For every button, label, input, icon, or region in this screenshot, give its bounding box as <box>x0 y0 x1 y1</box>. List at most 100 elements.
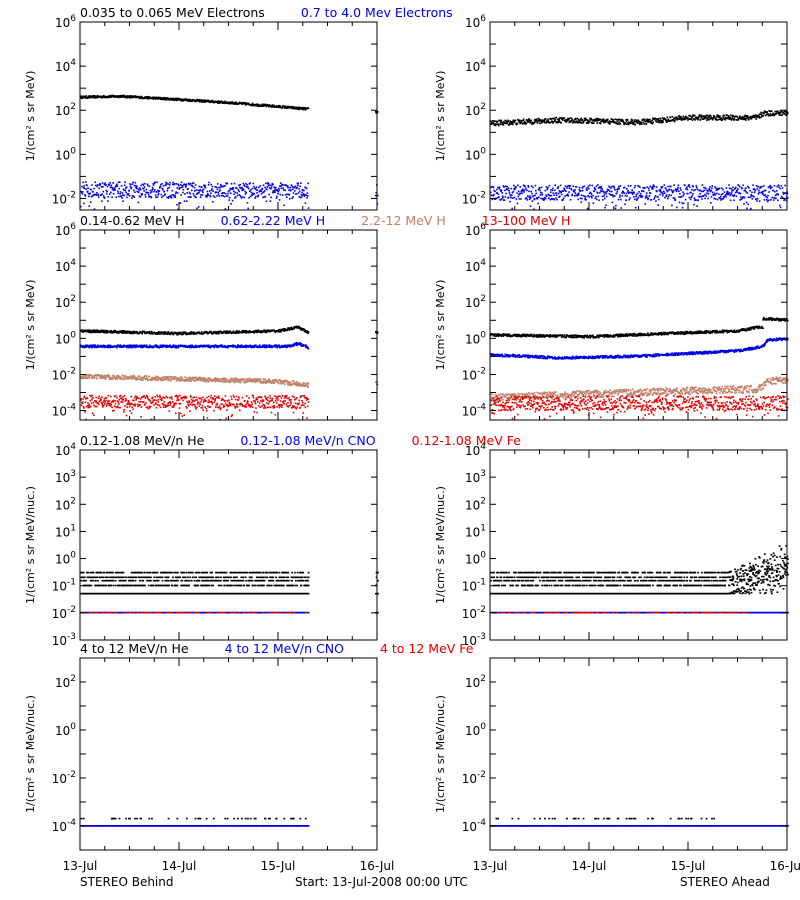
data-point <box>146 406 148 409</box>
data-point <box>183 396 186 399</box>
data-point <box>128 95 130 98</box>
data-point <box>214 377 216 379</box>
data-point <box>258 186 260 189</box>
data-point <box>270 345 272 347</box>
data-point <box>713 192 716 195</box>
data-point <box>377 194 379 197</box>
data-point <box>731 117 733 120</box>
data-point <box>747 115 749 118</box>
data-point <box>163 401 166 403</box>
data-point <box>297 192 300 194</box>
data-point <box>278 344 280 347</box>
data-point <box>228 380 230 383</box>
data-point <box>702 190 704 193</box>
data-point <box>174 402 176 404</box>
data-point <box>216 332 218 335</box>
data-point <box>100 186 103 188</box>
data-point <box>701 115 703 117</box>
data-point <box>283 105 285 107</box>
data-point <box>307 348 310 350</box>
data-point <box>269 330 272 333</box>
data-point <box>171 346 174 348</box>
data-point <box>236 377 238 380</box>
data-point <box>303 193 306 196</box>
data-point <box>601 195 604 198</box>
data-point <box>297 184 299 187</box>
data-point <box>512 197 514 199</box>
data-point <box>94 184 97 187</box>
data-point <box>190 380 192 382</box>
data-point <box>754 116 756 119</box>
series-0-7-to-4-0-mev-electrons <box>80 181 379 211</box>
data-point <box>101 402 103 405</box>
data-point <box>150 330 153 333</box>
data-point <box>593 187 596 189</box>
data-point <box>178 407 181 409</box>
data-point <box>660 186 662 188</box>
data-point <box>123 377 126 380</box>
data-point <box>731 194 734 197</box>
data-point <box>306 382 308 385</box>
data-point <box>262 105 264 107</box>
data-point <box>256 331 259 334</box>
data-point <box>160 193 163 196</box>
data-point <box>157 331 160 333</box>
data-point <box>234 191 237 194</box>
data-point <box>556 198 558 201</box>
data-point <box>110 403 113 406</box>
data-point <box>643 119 646 122</box>
data-point <box>275 106 277 108</box>
data-point <box>653 185 656 188</box>
data-point <box>165 183 167 186</box>
legend-entry: 13-100 MeV H <box>482 213 571 228</box>
data-point <box>262 380 264 383</box>
data-point <box>722 117 725 120</box>
data-point <box>277 330 280 332</box>
data-point <box>509 122 512 124</box>
data-point <box>573 189 575 192</box>
data-point <box>631 121 634 123</box>
data-point <box>734 191 737 194</box>
data-point <box>101 200 103 202</box>
data-point <box>543 120 545 123</box>
data-point <box>752 114 754 117</box>
data-point <box>102 329 105 332</box>
data-point <box>131 197 133 199</box>
data-point <box>651 122 654 125</box>
data-point <box>554 189 556 192</box>
data-point <box>157 398 160 401</box>
data-point <box>90 395 92 398</box>
data-point <box>239 381 242 384</box>
data-point <box>180 376 183 378</box>
data-point <box>559 195 561 198</box>
data-point <box>142 184 145 186</box>
data-point <box>81 375 84 377</box>
data-point <box>200 186 203 188</box>
data-point <box>194 346 196 349</box>
data-point <box>170 402 172 404</box>
data-point <box>237 184 240 187</box>
data-point <box>195 333 198 335</box>
data-point <box>519 119 521 122</box>
data-point <box>538 120 540 122</box>
data-point <box>285 106 287 108</box>
data-point <box>209 378 211 380</box>
data-point <box>173 376 175 378</box>
data-point <box>292 188 294 191</box>
data-point <box>109 94 112 97</box>
data-point <box>751 198 754 200</box>
data-point <box>649 120 652 122</box>
data-point <box>221 101 223 103</box>
data-point <box>231 377 233 380</box>
data-point <box>116 183 118 186</box>
data-point <box>205 99 208 102</box>
data-point <box>708 188 711 191</box>
data-point <box>751 195 754 197</box>
data-point <box>123 94 126 97</box>
data-point <box>535 192 537 195</box>
data-point <box>112 182 114 184</box>
data-point <box>158 190 161 192</box>
data-point <box>507 187 510 189</box>
data-point <box>561 118 564 120</box>
data-point <box>716 115 718 118</box>
